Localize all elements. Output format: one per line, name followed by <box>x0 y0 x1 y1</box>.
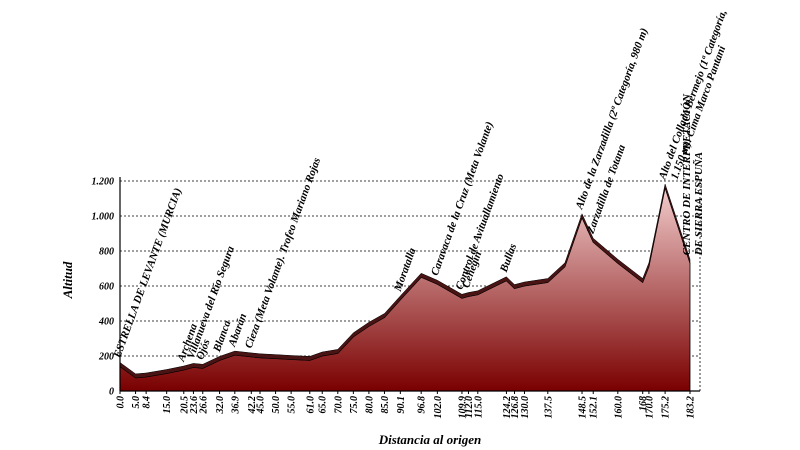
x-tick-label: 65.0 <box>318 396 329 414</box>
annotation: Cieza (Meta Volante). Trofeo Mariano Roj… <box>243 156 323 350</box>
annotation: Bullas <box>498 242 520 275</box>
annotation: DE SIERRA ESPUÑA <box>693 152 705 256</box>
x-tick-label: 115.0 <box>473 396 484 418</box>
x-tick-label: 170.0 <box>644 396 655 419</box>
x-tick-label: 96.8 <box>417 396 428 414</box>
x-tick-label: 160.0 <box>613 396 624 419</box>
x-tick-label: 168 <box>638 396 649 411</box>
x-tick-label: 148.5 <box>578 396 589 419</box>
x-tick-label: 152.1 <box>589 396 600 419</box>
x-tick-label: 61.0 <box>305 396 316 414</box>
x-tick-label: 20.5 <box>179 396 190 415</box>
x-tick-label: 75.0 <box>349 396 360 414</box>
x-tick-label: 130.0 <box>520 396 531 419</box>
x-tick-label: 15.0 <box>162 396 173 414</box>
x-tick-label: 137.5 <box>543 396 554 419</box>
x-tick-label: 80.0 <box>364 396 375 414</box>
y-tick-label: 400 <box>98 317 114 328</box>
x-tick-label: 0.0 <box>116 396 127 409</box>
y-tick-label: 800 <box>99 247 114 258</box>
x-tick-label: 42.2 <box>247 396 258 415</box>
y-tick-label: 1.000 <box>92 212 115 223</box>
y-tick-label: 0 <box>109 387 114 398</box>
x-tick-label: 90.1 <box>396 396 407 414</box>
x-tick-label: 23.6 <box>189 396 200 415</box>
x-tick-label: 26.6 <box>198 396 209 415</box>
area-edge <box>119 183 691 379</box>
annotation: CENTRO DE INTERPRETACIÓN <box>681 93 693 255</box>
annotation: ESTRELLA DE LEVANTE (MURCIA) <box>111 186 184 360</box>
y-axis-label: Altitud <box>60 261 75 299</box>
x-tick-label: 36.9 <box>230 396 241 415</box>
x-tick-label: 32.0 <box>215 396 226 415</box>
x-tick-label: 45.0 <box>256 396 267 415</box>
y-tick-label: 600 <box>99 282 114 293</box>
x-tick-label: 8.4 <box>142 396 153 409</box>
y-tick-label: 200 <box>98 352 114 363</box>
x-tick-label: 50.0 <box>271 396 282 414</box>
y-tick-label: 1.200 <box>92 177 115 188</box>
x-tick-label: 183.2 <box>686 396 697 419</box>
x-tick-label: 85.0 <box>380 396 391 414</box>
x-tick-label: 70.0 <box>333 396 344 414</box>
x-tick-label: 126.8 <box>510 396 521 419</box>
x-tick-label: 55.0 <box>287 396 298 414</box>
x-tick-label: 112.0 <box>464 396 475 418</box>
x-tick-label: 102.0 <box>433 396 444 419</box>
x-tick-label: 175.2 <box>661 396 672 419</box>
x-tick-label: 124.2 <box>502 396 513 419</box>
x-axis-label: Distancia al origen <box>378 432 482 447</box>
x-tick-label: 109.9 <box>457 396 468 419</box>
x-tick-label: 5.0 <box>131 396 142 409</box>
